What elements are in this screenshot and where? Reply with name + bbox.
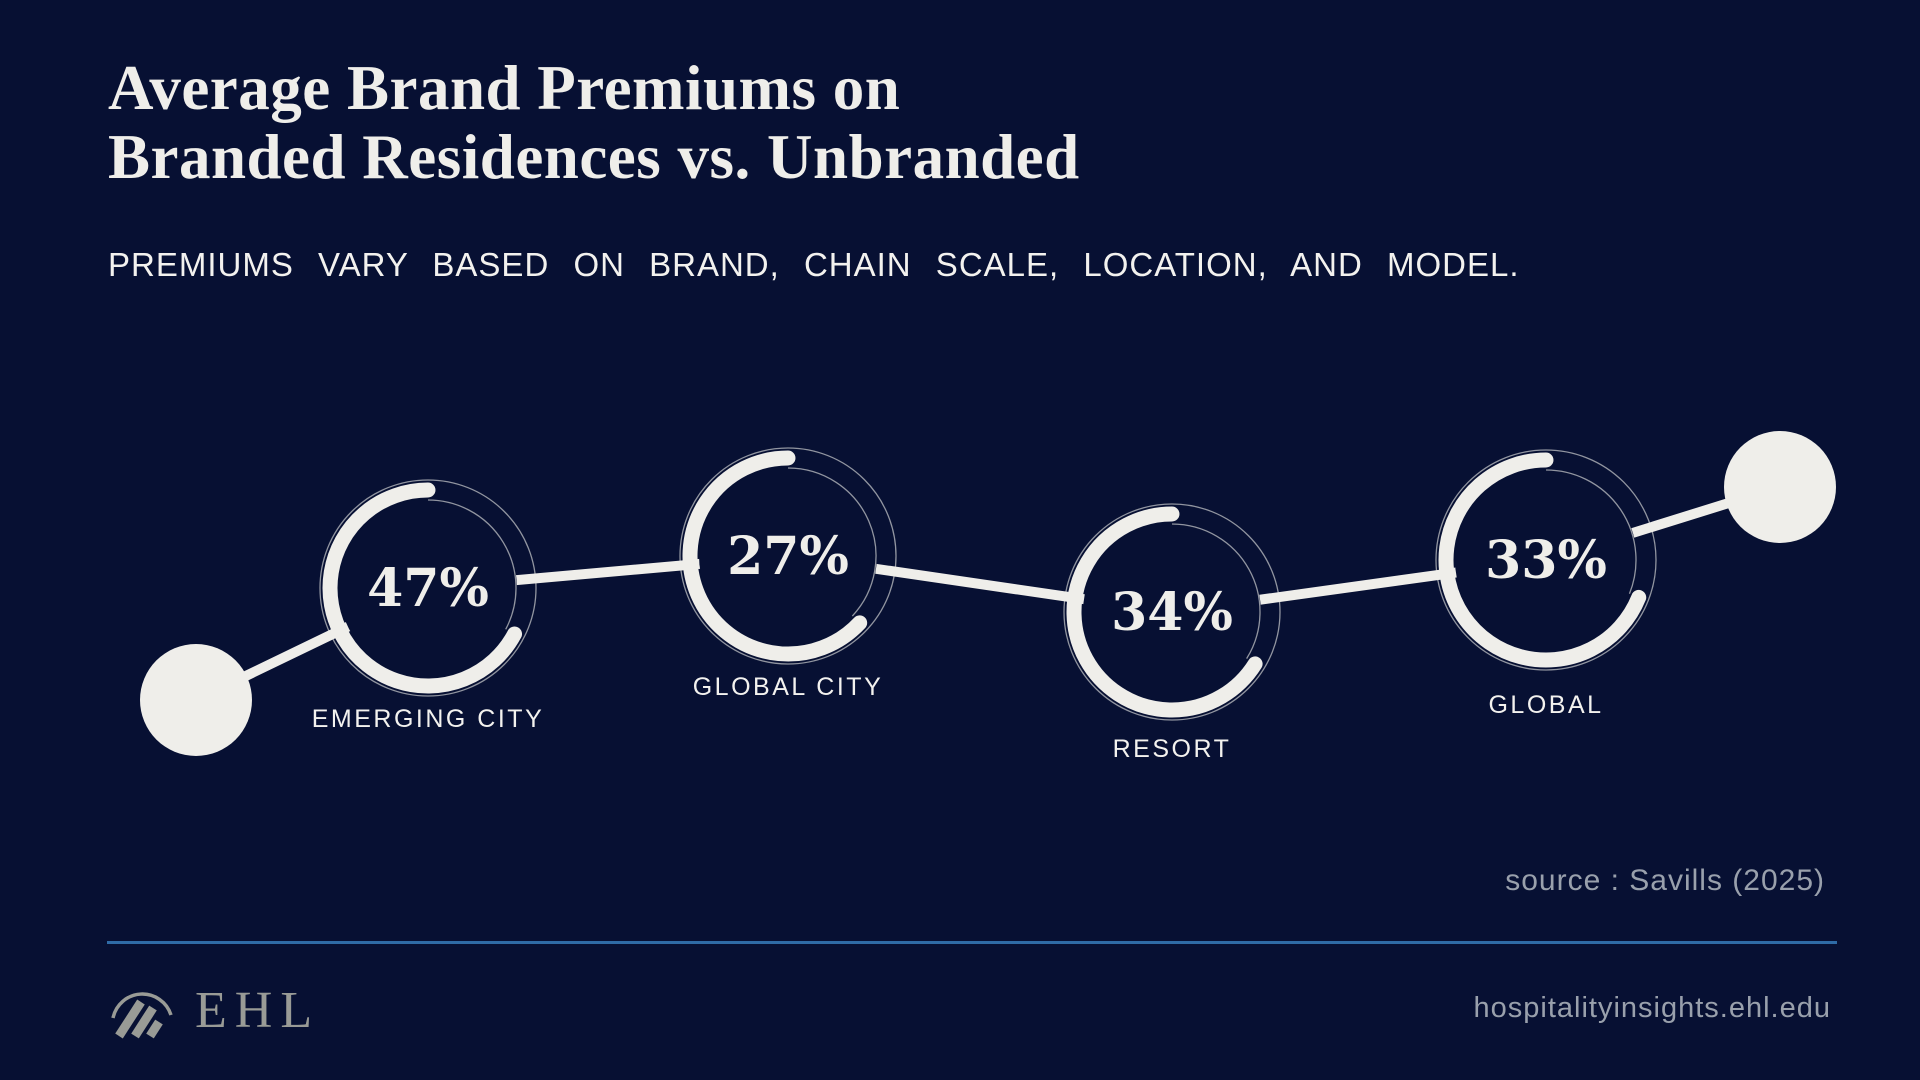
stat-node: 47% EMERGING CITY: [312, 479, 545, 733]
ring-outline: [1435, 449, 1657, 671]
stat-ring-arc: [322, 482, 523, 694]
stat-ring-arc: [1438, 452, 1647, 668]
footer-url: hospitalityinsights.ehl.edu: [1473, 992, 1831, 1024]
footer-divider: [107, 941, 1837, 944]
ring-gap-outline: [1545, 469, 1637, 594]
stat-label: GLOBAL: [1488, 691, 1603, 719]
stat-label: RESORT: [1113, 735, 1232, 763]
ring-gap-outline: [1171, 523, 1261, 659]
stat-value: 47%: [367, 558, 489, 619]
page-title: Average Brand Premiums on Branded Reside…: [108, 53, 1080, 193]
stat-label: EMERGING CITY: [312, 705, 545, 733]
stat-ring-arc: [682, 450, 868, 662]
ring-interior: [1083, 523, 1261, 701]
stat-value: 33%: [1485, 530, 1607, 591]
stat-node: 33% GLOBAL: [1435, 449, 1657, 719]
title-line-2: Branded Residences vs. Unbranded: [108, 122, 1080, 193]
title-line-1: Average Brand Premiums on: [108, 53, 901, 123]
ring-interior: [339, 499, 517, 677]
stat-value: 34%: [1111, 582, 1233, 643]
ring-gap-outline: [427, 499, 517, 630]
ring-gap-outline: [787, 467, 877, 617]
stat-node: 27% GLOBAL CITY: [679, 447, 897, 701]
ehl-roof-icon: [111, 992, 173, 1039]
source-note: source : Savills (2025): [1505, 864, 1825, 897]
ring-interior: [699, 467, 877, 645]
ehl-logo: EHL: [107, 982, 320, 1040]
ring-interior: [1455, 469, 1637, 651]
ring-outline: [1063, 503, 1281, 721]
chart-subtitle: PREMIUMS VARY BASED ON BRAND, CHAIN SCAL…: [108, 246, 1520, 283]
stat-ring-arc: [1066, 506, 1263, 718]
endpoint-dot: [1724, 431, 1836, 543]
endpoint-dot: [140, 644, 252, 756]
stat-value: 27%: [727, 526, 849, 587]
ring-outline: [319, 479, 537, 697]
ehl-logo-text: EHL: [195, 982, 321, 1039]
stat-label: GLOBAL CITY: [693, 673, 884, 701]
stat-node: 34% RESORT: [1063, 503, 1281, 763]
ring-outline: [679, 447, 897, 665]
